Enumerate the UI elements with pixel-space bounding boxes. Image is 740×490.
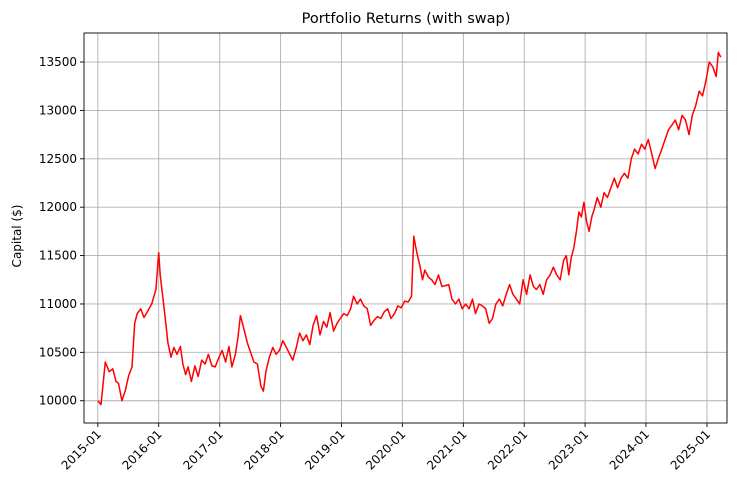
y-axis-label: Capital ($) (10, 205, 24, 268)
y-tick-label: 11500 (39, 249, 77, 263)
x-tick-label: 2024-01 (607, 427, 652, 472)
y-tick-label: 10500 (39, 345, 77, 359)
y-tick-label: 12000 (39, 200, 77, 214)
x-tick-label: 2018-01 (241, 427, 286, 472)
y-tick-label: 10000 (39, 394, 77, 408)
y-tick-label: 13000 (39, 103, 77, 117)
series-line-capital (97, 51, 722, 406)
series-layer (97, 51, 722, 406)
x-tick-label: 2025-01 (668, 427, 713, 472)
x-tick-label: 2017-01 (181, 427, 226, 472)
x-axis: 2015-01 2016-01 2017-01 2018-01 2019-01 2020-… (59, 423, 713, 473)
x-tick-label: 2022-01 (485, 427, 530, 472)
y-tick-label: 12500 (39, 152, 77, 166)
chart-title: Portfolio Returns (with swap) (302, 11, 511, 27)
x-tick-label: 2016-01 (119, 427, 164, 472)
y-tick-label: 13500 (39, 55, 77, 69)
x-tick-label: 2020-01 (363, 427, 408, 472)
plot-frame (83, 32, 728, 424)
y-tick-label: 11000 (39, 297, 77, 311)
grid (84, 33, 727, 423)
x-tick-label: 2021-01 (424, 427, 469, 472)
x-tick-label: 2019-01 (302, 427, 347, 472)
x-tick-label: 2023-01 (546, 427, 591, 472)
x-tick-label: 2015-01 (59, 427, 104, 472)
y-axis: 10000 10500 11000 11500 12000 12500 13000 13500 (39, 55, 84, 408)
